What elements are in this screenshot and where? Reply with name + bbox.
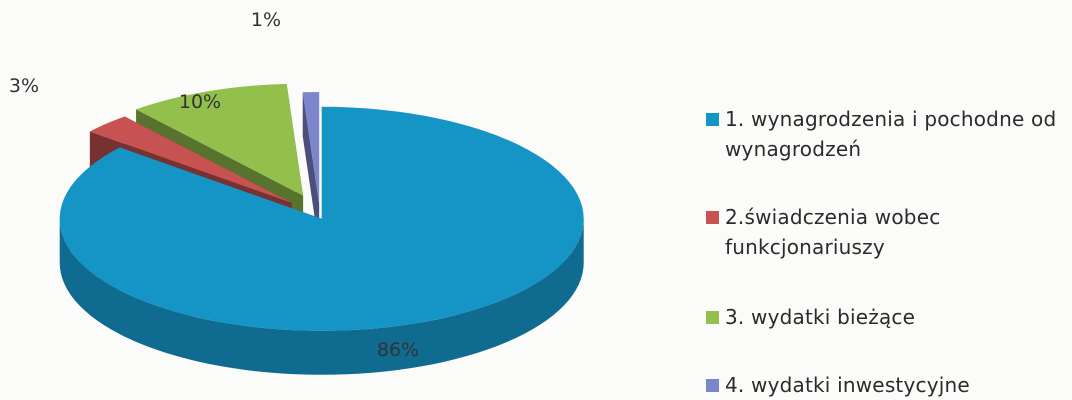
legend-label-3: 3. wydatki bieżące	[725, 305, 916, 329]
legend-label-1: 1. wynagrodzenia i pochodne od	[725, 107, 1057, 131]
legend-swatch-3	[706, 311, 719, 324]
legend-item-2: 2.świadczenia wobec funkcjonariuszy	[706, 202, 940, 262]
legend-swatch-2	[706, 211, 719, 224]
pie-slice-3	[136, 83, 304, 196]
legend-item-3: 3. wydatki bieżące	[706, 302, 915, 332]
pie-slice-1	[59, 106, 584, 331]
pie-slice-side-1	[59, 218, 584, 375]
legend-label-2-cont: funkcjonariuszy	[725, 235, 885, 259]
data-label-4: 1%	[251, 9, 281, 31]
legend-label-2: 2.świadczenia wobec	[725, 205, 941, 229]
legend-label-4: 4. wydatki inwestycyjne	[725, 373, 970, 397]
data-label-2: 3%	[9, 75, 39, 97]
data-label-3: 10%	[179, 91, 221, 113]
pie-slice-wall-4-1	[302, 92, 320, 249]
pie-slice-4	[302, 92, 320, 205]
legend-swatch-4	[706, 379, 719, 392]
legend-swatch-1	[706, 113, 719, 126]
legend-label-1-cont: wynagrodzeń	[725, 137, 862, 161]
pie-chart: 86% 3% 10% 1%	[9, 9, 584, 375]
data-label-1: 86%	[377, 339, 419, 361]
legend-item-4: 4. wydatki inwestycyjne	[706, 370, 970, 400]
legend-item-1: 1. wynagrodzenia i pochodne od wynagrodz…	[706, 104, 1056, 164]
pie-slice-2	[89, 116, 292, 203]
